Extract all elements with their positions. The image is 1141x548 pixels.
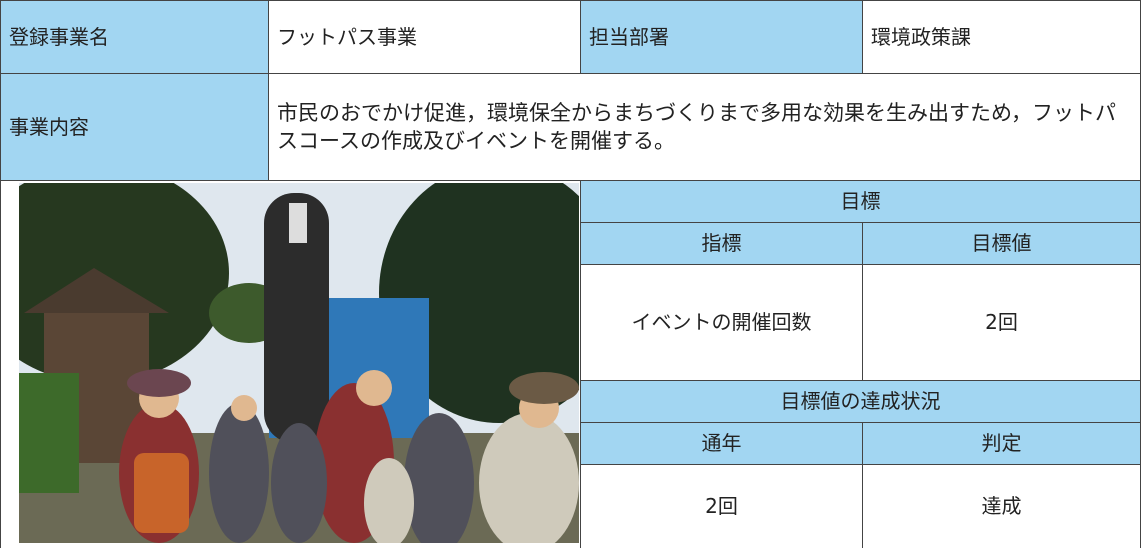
project-name: フットパス事業 [268, 0, 581, 74]
indicator: イベントの開催回数 [580, 264, 863, 381]
target-value: 2回 [862, 264, 1141, 381]
column-header: 指標 [580, 222, 863, 265]
achievement-title: 目標値の達成状況 [580, 380, 1141, 423]
target-title: 目標 [580, 180, 1141, 223]
column-header: 判定 [862, 422, 1141, 465]
name-label: 登録事業名 [0, 0, 269, 74]
photo [19, 183, 579, 543]
photo-cell [0, 180, 581, 548]
annual-result: 2回 [580, 464, 863, 548]
column-header: 通年 [580, 422, 863, 465]
judgement: 達成 [862, 464, 1141, 548]
content-label: 事業内容 [0, 73, 269, 181]
column-header: 目標値 [862, 222, 1141, 265]
dept-label: 担当部署 [580, 0, 863, 74]
content-text: 市民のおでかけ促進，環境保全からまちづくりまで多用な効果を生み出すため，フットパ… [268, 73, 1141, 181]
dept: 環境政策課 [862, 0, 1141, 74]
